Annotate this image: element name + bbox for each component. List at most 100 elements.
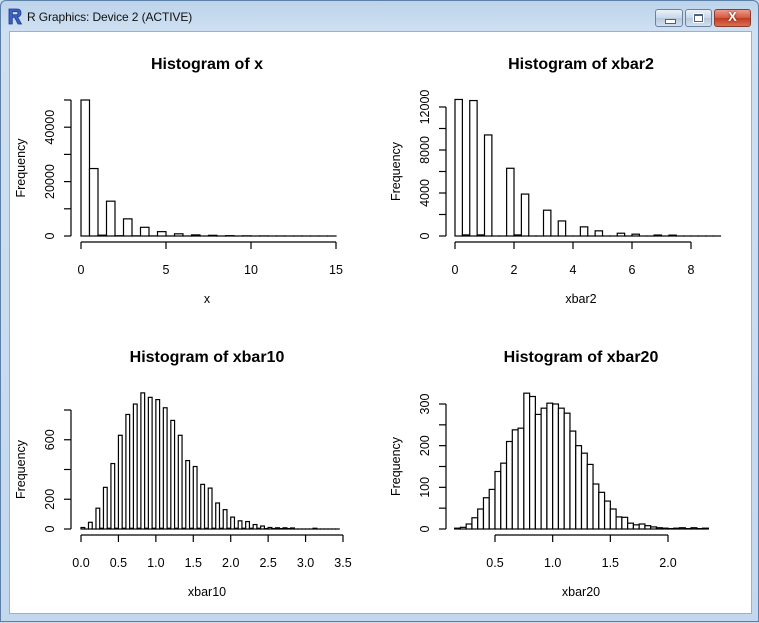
y-tick-label: 20000 <box>43 164 57 199</box>
histogram-bar <box>485 135 492 236</box>
histogram-bar <box>156 400 160 529</box>
histogram-bar <box>674 528 680 529</box>
histogram-bars <box>455 99 721 236</box>
y-tick-label: 0 <box>418 525 432 532</box>
x-tick-label: 2.5 <box>259 556 276 570</box>
histogram-bar <box>472 518 478 529</box>
histogram-bar <box>231 517 235 529</box>
histogram-bar <box>141 227 150 236</box>
x-tick-label: 5 <box>163 263 170 277</box>
histogram-bar <box>512 430 518 529</box>
histogram-bar <box>595 231 602 236</box>
histogram-bar <box>656 528 662 529</box>
histogram-bar <box>148 397 152 529</box>
histogram-bar <box>616 517 622 529</box>
y-tick-label: 600 <box>43 429 57 450</box>
histogram-bar <box>193 467 197 529</box>
y-tick-label: 4000 <box>418 179 432 207</box>
histogram-bar <box>126 414 130 529</box>
histogram-bar <box>462 235 469 236</box>
x-tick-label: 0.5 <box>486 556 503 570</box>
histogram-bar <box>521 194 528 236</box>
x-tick-label: 6 <box>629 263 636 277</box>
histogram-bar <box>544 210 551 236</box>
histogram-bar <box>98 235 107 236</box>
x-axis-label: x <box>204 292 211 306</box>
histogram-bar <box>576 446 582 529</box>
histogram-bar <box>691 528 697 529</box>
x-tick-label: 0 <box>452 263 459 277</box>
histogram-bar <box>81 100 90 236</box>
y-axis-label: Frequency <box>14 138 28 198</box>
histogram-bar <box>564 413 570 529</box>
y-tick-label: 0 <box>43 525 57 532</box>
histogram-bar <box>662 528 668 529</box>
chart-title: Histogram of xbar20 <box>504 349 659 366</box>
x-tick-label: 3.5 <box>334 556 351 570</box>
x-tick-label: 8 <box>688 263 695 277</box>
chart-title: Histogram of xbar2 <box>508 56 654 73</box>
histogram-bar <box>610 509 616 529</box>
histogram-bar <box>216 503 220 529</box>
histogram-bar <box>558 221 565 236</box>
histogram-panel-4: Histogram of xbar200100200300Frequency0.… <box>389 349 708 599</box>
histogram-bar <box>118 435 122 529</box>
y-tick-label: 0 <box>418 232 432 239</box>
histogram-bar <box>599 492 605 529</box>
x-tick-label: 3.0 <box>297 556 314 570</box>
y-tick-label: 12000 <box>418 90 432 125</box>
x-tick-label: 1.5 <box>185 556 202 570</box>
x-axis-label: xbar20 <box>562 585 600 599</box>
histogram-bar <box>514 235 521 236</box>
histogram-bar <box>582 453 588 529</box>
x-tick-label: 2 <box>511 263 518 277</box>
histogram-bars <box>81 100 336 236</box>
x-tick-label: 2.0 <box>222 556 239 570</box>
histogram-bar <box>518 428 524 529</box>
histogram-bar <box>605 501 611 529</box>
histogram-bars <box>81 393 339 529</box>
histogram-bar <box>530 397 536 530</box>
histogram-bar <box>632 234 639 236</box>
chart-title: Histogram of x <box>151 56 263 73</box>
x-tick-label: 10 <box>244 263 258 277</box>
histogram-bar <box>622 517 628 529</box>
histogram-bar <box>645 526 651 529</box>
y-tick-label: 40000 <box>43 110 57 145</box>
histogram-bar <box>703 528 709 529</box>
x-tick-label: 2.0 <box>659 556 676 570</box>
histogram-bar <box>141 393 145 529</box>
y-axis-label: Frequency <box>389 141 403 201</box>
histogram-bar <box>124 219 133 236</box>
histogram-bar <box>186 461 190 529</box>
histogram-bar <box>111 464 115 529</box>
y-tick-label: 200 <box>418 435 432 456</box>
histogram-bar <box>96 508 100 529</box>
histogram-bar <box>223 510 227 529</box>
x-tick-label: 4 <box>570 263 577 277</box>
histogram-bar <box>171 420 175 529</box>
histogram-bar <box>489 489 495 529</box>
histogram-bar <box>501 463 507 529</box>
histogram-bar <box>455 99 462 236</box>
histogram-bar <box>103 487 107 529</box>
histogram-bar <box>209 235 218 236</box>
histogram-bar <box>553 404 559 529</box>
histogram-bar <box>201 484 205 529</box>
x-tick-label: 1.0 <box>147 556 164 570</box>
x-tick-label: 0 <box>78 263 85 277</box>
histogram-bar <box>133 404 137 529</box>
y-tick-label: 0 <box>43 232 57 239</box>
histogram-bar <box>163 408 167 529</box>
histogram-bar <box>178 435 182 529</box>
histogram-bar <box>541 408 547 529</box>
histogram-bar <box>617 233 624 236</box>
